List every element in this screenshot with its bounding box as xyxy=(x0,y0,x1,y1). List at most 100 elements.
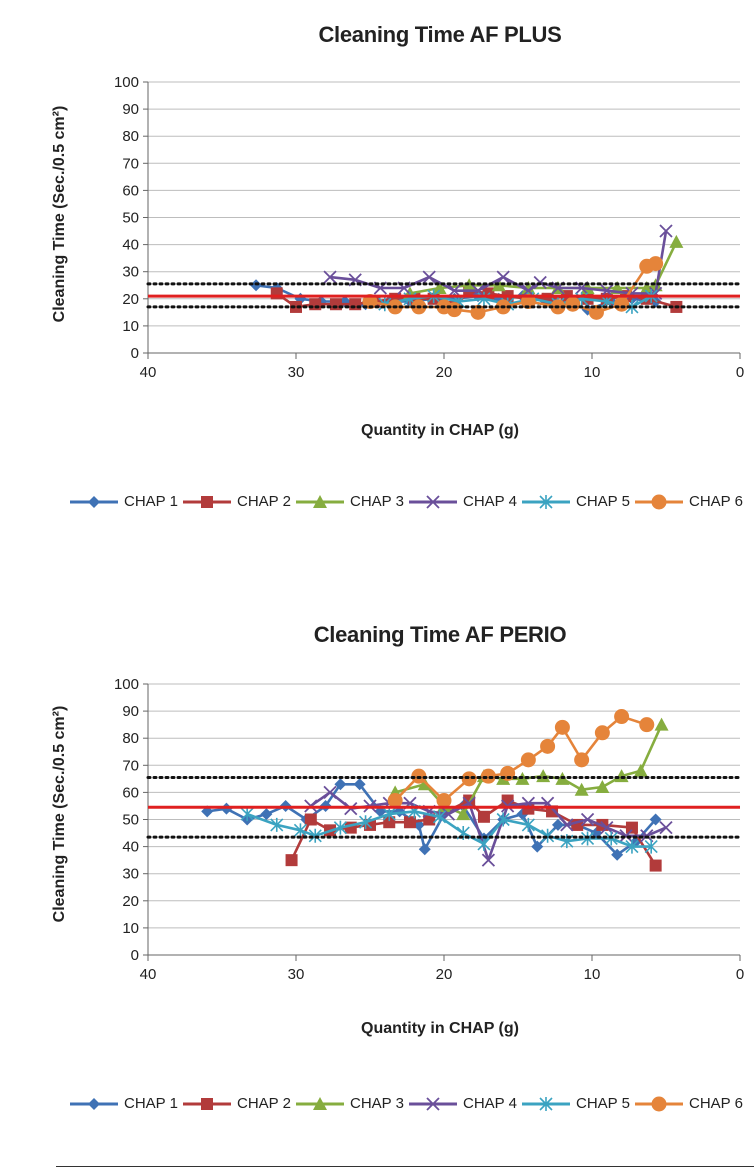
chart-title: Cleaning Time AF PLUS xyxy=(318,22,562,47)
legend-swatch xyxy=(522,1097,570,1111)
legend-swatch xyxy=(409,1097,457,1111)
data-point xyxy=(456,807,471,821)
legend-label: CHAP 5 xyxy=(576,1095,630,1112)
data-point xyxy=(362,294,378,310)
data-point xyxy=(270,817,284,832)
data-point xyxy=(595,779,610,793)
data-point xyxy=(436,793,452,809)
chart-af-perio: Cleaning Time AF PERIO Cleaning Time (Se… xyxy=(0,600,754,1160)
legend-marker xyxy=(313,495,327,508)
data-point xyxy=(383,816,396,829)
data-point xyxy=(240,807,254,822)
legend-marker xyxy=(201,496,213,508)
x-tick-label: 0 xyxy=(736,966,744,983)
data-point xyxy=(446,302,462,318)
legend-label: CHAP 2 xyxy=(237,1095,291,1112)
data-point xyxy=(353,778,366,791)
data-point xyxy=(669,234,684,248)
y-tick-label: 20 xyxy=(122,893,139,910)
data-point xyxy=(565,296,581,312)
data-point xyxy=(403,816,416,829)
data-point xyxy=(554,719,570,735)
x-tick-label: 20 xyxy=(436,364,453,381)
data-point xyxy=(625,839,639,854)
legend-swatch xyxy=(296,495,344,508)
legend-label: CHAP 2 xyxy=(237,493,291,510)
data-point xyxy=(625,821,638,834)
x-tick-label: 10 xyxy=(584,364,601,381)
legend-swatch xyxy=(296,1097,344,1110)
y-tick-label: 30 xyxy=(122,264,139,281)
x-tick-label: 40 xyxy=(140,966,157,983)
legend-marker xyxy=(88,496,100,508)
data-point xyxy=(496,812,510,827)
data-point xyxy=(574,752,590,768)
data-point xyxy=(293,823,308,838)
data-point xyxy=(614,709,630,725)
legend-label: CHAP 6 xyxy=(689,1095,743,1112)
data-point xyxy=(285,854,298,867)
legend-label: CHAP 1 xyxy=(124,493,178,510)
legend-marker xyxy=(313,1097,327,1110)
y-tick-label: 60 xyxy=(122,784,139,801)
x-tick-label: 10 xyxy=(584,966,601,983)
data-point xyxy=(382,807,396,822)
y-tick-label: 0 xyxy=(131,947,139,964)
y-tick-label: 40 xyxy=(122,839,139,856)
data-point xyxy=(648,278,663,292)
x-tick-label: 20 xyxy=(436,966,453,983)
data-point xyxy=(308,828,322,843)
data-point xyxy=(520,294,536,310)
data-point xyxy=(496,270,510,284)
y-tick-label: 30 xyxy=(122,866,139,883)
y-tick-label: 90 xyxy=(122,703,139,720)
data-point xyxy=(594,725,610,741)
data-point xyxy=(541,828,555,843)
chart-af-plus: Cleaning Time AF PLUS Cleaning Time (Sec… xyxy=(51,22,744,510)
data-point xyxy=(580,812,595,827)
y-tick-label: 40 xyxy=(122,237,139,254)
data-point xyxy=(644,839,658,854)
legend-swatch xyxy=(70,496,118,508)
data-point xyxy=(611,848,624,861)
y-tick-label: 100 xyxy=(114,74,139,91)
y-tick-label: 80 xyxy=(122,730,139,747)
data-point xyxy=(619,829,633,843)
legend-swatch xyxy=(635,1096,683,1112)
data-point xyxy=(649,813,662,826)
y-tick-label: 50 xyxy=(122,812,139,829)
data-point xyxy=(323,785,337,800)
data-point xyxy=(477,836,491,851)
y-tick-label: 10 xyxy=(122,318,139,335)
x-tick-label: 0 xyxy=(736,364,744,381)
data-point xyxy=(649,859,662,872)
data-point xyxy=(574,782,589,796)
legend-swatch xyxy=(70,1098,118,1110)
data-point xyxy=(521,817,535,832)
data-point xyxy=(441,807,456,821)
y-tick-label: 70 xyxy=(122,155,139,172)
legend-swatch xyxy=(522,495,570,509)
data-point xyxy=(659,820,673,835)
x-axis-label: Quantity in CHAP (g) xyxy=(361,1020,519,1037)
x-tick-label: 30 xyxy=(288,966,305,983)
legend-marker xyxy=(539,1097,553,1111)
chart-title: Cleaning Time AF PERIO xyxy=(313,622,567,647)
legend-marker xyxy=(201,1098,213,1110)
y-tick-label: 90 xyxy=(122,101,139,118)
y-tick-label: 0 xyxy=(131,345,139,362)
legend: CHAP 1 CHAP 2 CHAP 3 CHAP 4 CHAP 5 CHAP 6 xyxy=(68,1090,748,1118)
legend-marker xyxy=(426,495,440,509)
y-tick-label: 80 xyxy=(122,128,139,145)
data-point xyxy=(521,280,536,294)
data-point xyxy=(480,768,496,784)
data-point xyxy=(323,270,337,284)
legend-marker xyxy=(539,495,553,509)
legend-marker xyxy=(651,1096,667,1112)
legend-label: CHAP 4 xyxy=(463,1095,517,1112)
data-point xyxy=(418,843,431,856)
data-point xyxy=(520,752,536,768)
data-point xyxy=(654,717,669,731)
data-point xyxy=(290,300,302,313)
data-point xyxy=(639,717,655,733)
